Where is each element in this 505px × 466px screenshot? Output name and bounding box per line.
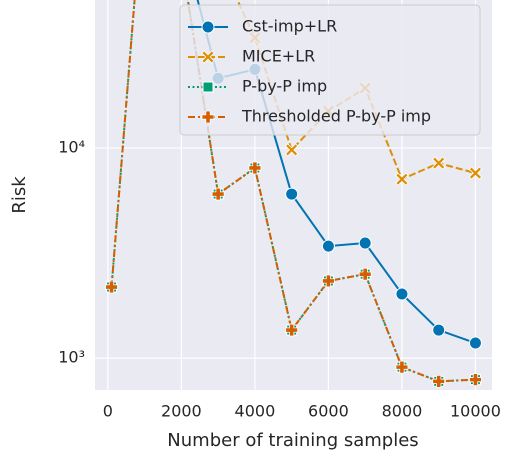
series-line [110, 0, 476, 383]
data-point [248, 161, 262, 175]
legend-marker [201, 20, 215, 34]
data-point [432, 323, 446, 337]
x-tick-label: 4000 [235, 402, 276, 421]
legend-marker [201, 110, 215, 124]
data-point [322, 274, 335, 288]
data-point [105, 280, 118, 294]
data-point [285, 323, 299, 337]
y-tick-label: 10³ [58, 348, 85, 367]
data-point [285, 187, 299, 201]
x-axis-label: Number of training samples [167, 430, 418, 451]
legend: Cst-imp+LR MICE+LR P-by-P imp Thresholded P… [179, 4, 481, 136]
y-axis-label: Risk [9, 176, 30, 214]
data-point [468, 336, 482, 350]
data-point [321, 239, 335, 253]
legend-box [179, 4, 481, 136]
data-point [468, 166, 483, 180]
legend-marker [202, 81, 214, 93]
legend-label: MICE+LR [242, 47, 315, 66]
data-point [395, 360, 409, 374]
legend-marker [201, 50, 215, 64]
legend-label: P-by-P imp [242, 77, 327, 96]
x-tick-label: 0 [103, 402, 113, 421]
data-point [432, 156, 446, 170]
legend-label: Cst-imp+LR [242, 17, 337, 36]
data-point [469, 373, 482, 387]
data-point [358, 236, 372, 250]
x-tick-label: 2000 [161, 402, 202, 421]
legend-label: Thresholded P-by-P imp [241, 107, 431, 126]
x-tick-label: 6000 [308, 402, 349, 421]
x-tick-label: 10000 [450, 402, 501, 421]
data-point [211, 187, 225, 201]
data-point [284, 143, 299, 157]
x-tick-label: 8000 [382, 402, 423, 421]
data-point [358, 267, 372, 281]
y-tick-label: 10⁴ [58, 138, 85, 157]
series-line [236, 0, 476, 181]
data-point [395, 172, 409, 186]
data-point [432, 374, 446, 388]
data-point [395, 287, 409, 301]
